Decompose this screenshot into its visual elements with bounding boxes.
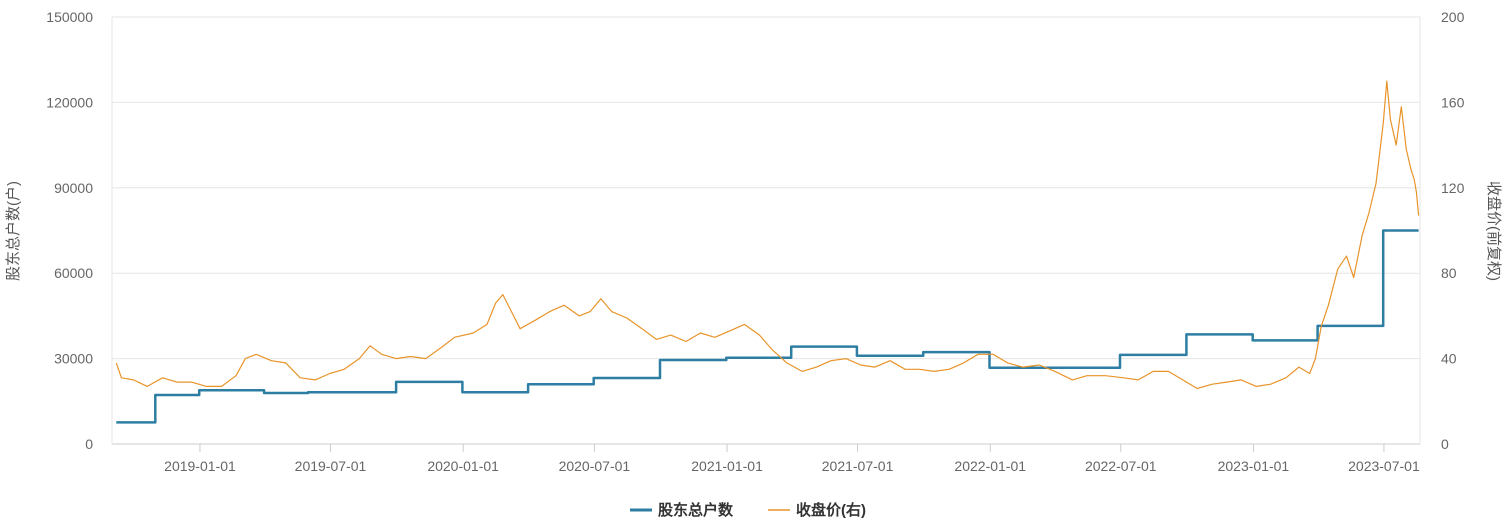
y-left-tick-label: 150000 bbox=[46, 9, 93, 25]
y-right-tick-label: 160 bbox=[1441, 94, 1465, 110]
x-tick-label: 2019-01-01 bbox=[164, 458, 236, 474]
y-left-tick-label: 120000 bbox=[46, 94, 93, 110]
grid-lines bbox=[111, 16, 1421, 445]
legend: 股东总户数 收盘价(右) bbox=[630, 501, 866, 519]
legend-label-holders: 股东总户数 bbox=[658, 501, 734, 519]
x-axis: 2019-01-01 2019-07-01 2020-01-01 2020-07-01… bbox=[164, 444, 1420, 474]
x-tick-label: 2022-07-01 bbox=[1085, 458, 1157, 474]
x-tick-label: 2021-01-01 bbox=[691, 458, 763, 474]
y-right-tick-label: 120 bbox=[1441, 180, 1465, 196]
series-group bbox=[115, 80, 1420, 424]
x-tick-label: 2023-07-01 bbox=[1348, 458, 1420, 474]
y-axis-left: 0 30000 60000 90000 120000 150000 bbox=[46, 9, 93, 452]
y-right-tick-label: 200 bbox=[1441, 9, 1465, 25]
y-left-tick-label: 60000 bbox=[54, 265, 93, 281]
series-line-holders bbox=[116, 229, 1419, 424]
y-axis-right-title: 收盘价(前复权) bbox=[1485, 181, 1503, 281]
x-tick-label: 2023-01-01 bbox=[1218, 458, 1290, 474]
x-tick-label: 2022-01-01 bbox=[954, 458, 1026, 474]
y-right-tick-label: 0 bbox=[1441, 436, 1449, 452]
y-axis-right: 0 40 80 120 160 200 bbox=[1441, 9, 1465, 452]
x-tick-label: 2021-07-01 bbox=[822, 458, 894, 474]
x-tick-label: 2020-07-01 bbox=[559, 458, 631, 474]
x-tick-label: 2020-01-01 bbox=[427, 458, 499, 474]
x-tick-label: 2019-07-01 bbox=[295, 458, 367, 474]
legend-label-price: 收盘价(右) bbox=[796, 501, 866, 519]
y-right-tick-label: 40 bbox=[1441, 351, 1457, 367]
y-left-tick-label: 30000 bbox=[54, 351, 93, 367]
y-axis-left-title: 股东总户数(户) bbox=[5, 181, 22, 281]
y-right-tick-label: 80 bbox=[1441, 265, 1457, 281]
y-left-tick-label: 0 bbox=[85, 436, 93, 452]
series-line-price bbox=[115, 80, 1420, 390]
y-left-tick-label: 90000 bbox=[54, 180, 93, 196]
